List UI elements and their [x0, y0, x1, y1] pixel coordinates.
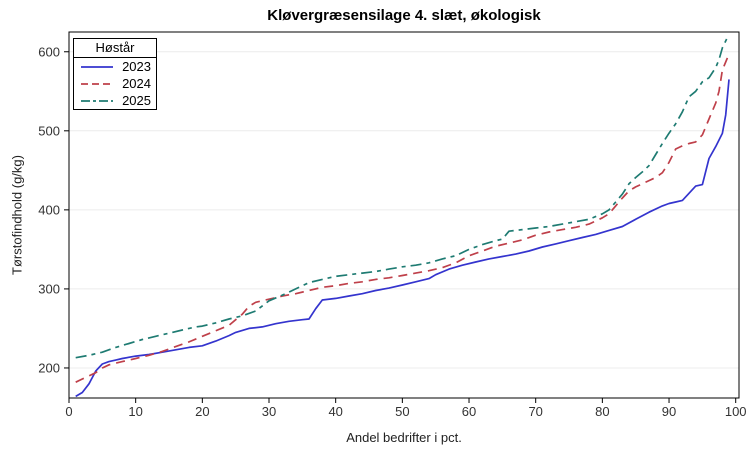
svg-text:70: 70 [528, 404, 542, 419]
svg-text:400: 400 [38, 202, 60, 217]
svg-text:90: 90 [662, 404, 676, 419]
svg-text:500: 500 [38, 123, 60, 138]
legend-label-2023: 2023 [122, 59, 151, 74]
legend-label-2025: 2025 [122, 93, 151, 108]
svg-text:60: 60 [462, 404, 476, 419]
chart-title: Kløvergræsensilage 4. slæt, økologisk [267, 7, 541, 24]
svg-text:600: 600 [38, 44, 60, 59]
svg-text:30: 30 [262, 404, 276, 419]
legend-line-sample-2024 [81, 82, 113, 85]
svg-text:100: 100 [725, 404, 747, 419]
svg-text:80: 80 [595, 404, 609, 419]
x-axis-label: Andel bedrifter i pct. [346, 430, 462, 445]
svg-text:10: 10 [128, 404, 142, 419]
y-axis-label: Tørstofindhold (g/kg) [9, 155, 25, 275]
svg-text:50: 50 [395, 404, 409, 419]
svg-text:40: 40 [328, 404, 342, 419]
legend-label-2024: 2024 [122, 76, 151, 91]
legend-item-2024: 2024 [74, 75, 156, 92]
svg-text:300: 300 [38, 281, 60, 296]
legend-line-sample-2025 [81, 99, 113, 102]
svg-text:0: 0 [65, 404, 72, 419]
legend-item-2025: 2025 [74, 92, 156, 109]
legend-line-sample-2023 [81, 65, 113, 68]
legend-title: Høstår [74, 39, 156, 58]
legend-box: Høstår 2023 2024 2025 [73, 38, 157, 110]
svg-text:20: 20 [195, 404, 209, 419]
legend-item-2023: 2023 [74, 58, 156, 75]
svg-text:200: 200 [38, 360, 60, 375]
